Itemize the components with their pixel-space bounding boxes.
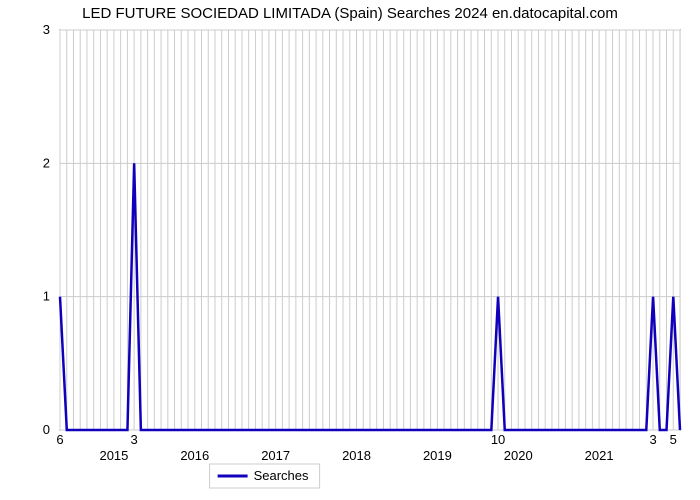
searches-line-chart: LED FUTURE SOCIEDAD LIMITADA (Spain) Sea… (0, 0, 700, 500)
x-axis-ticks: 2015 2016 2017 2018 2019 2020 2021 (99, 448, 613, 463)
y-tick-label: 1 (43, 289, 50, 304)
x-tick-label: 2017 (261, 448, 290, 463)
y-axis-ticks: 0 1 2 3 (43, 22, 50, 437)
x-tick-label: 2015 (99, 448, 128, 463)
x-point-label: 10 (491, 432, 505, 447)
chart-title: LED FUTURE SOCIEDAD LIMITADA (Spain) Sea… (82, 5, 618, 22)
grid-minor (60, 30, 680, 430)
legend: Searches (210, 464, 320, 488)
x-tick-label: 2016 (180, 448, 209, 463)
y-tick-label: 2 (43, 155, 50, 170)
y-tick-label: 0 (43, 422, 50, 437)
legend-label: Searches (254, 468, 309, 483)
x-point-label: 3 (131, 432, 138, 447)
x-tick-label: 2018 (342, 448, 371, 463)
x-point-labels: 631035 (56, 432, 677, 447)
x-tick-label: 2021 (585, 448, 614, 463)
x-point-label: 3 (649, 432, 656, 447)
x-tick-label: 2019 (423, 448, 452, 463)
x-tick-label: 2020 (504, 448, 533, 463)
x-point-label: 5 (670, 432, 677, 447)
x-point-label: 6 (56, 432, 63, 447)
y-tick-label: 3 (43, 22, 50, 37)
